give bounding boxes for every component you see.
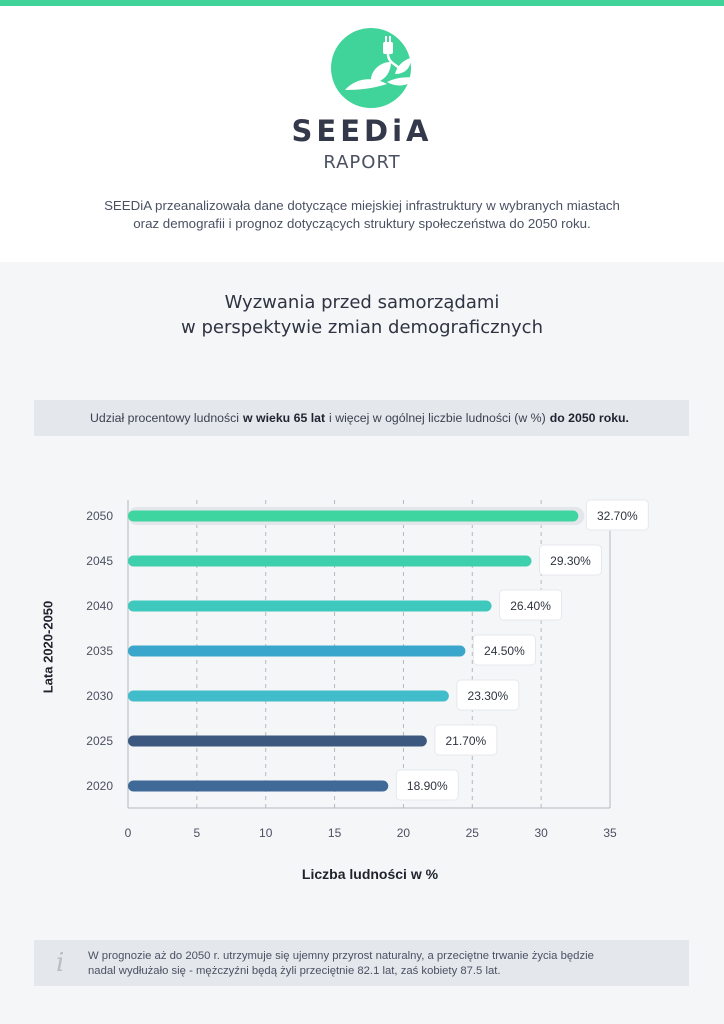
x-tick-label: 30 bbox=[534, 826, 548, 840]
value-label-box bbox=[395, 769, 459, 801]
data-label: 26.40% bbox=[510, 599, 551, 613]
seedia-logo-icon bbox=[331, 28, 417, 108]
chart-description-band: Udział procentowy ludności w wieku 65 la… bbox=[34, 400, 689, 436]
section-title-line-1: Wyzwania przed samorządami bbox=[224, 292, 500, 313]
x-axis-title: Liczba ludności w % bbox=[301, 866, 439, 882]
bar bbox=[128, 600, 492, 612]
bar bbox=[128, 645, 466, 657]
band-text-pre: Udział procentowy ludności bbox=[90, 411, 240, 425]
info-note-text: W prognozie aż do 2050 r. utrzymuje się … bbox=[88, 949, 678, 979]
report-label: RAPORT bbox=[323, 152, 401, 173]
x-tick-label: 15 bbox=[328, 826, 342, 840]
section-title: Wyzwania przed samorządami w perspektywi… bbox=[0, 290, 724, 340]
intro-line-1: SEEDiA przeanalizowała dane dotyczące mi… bbox=[104, 198, 620, 213]
info-note-line-2: nadal wydłużało się - mężczyźni będą żyl… bbox=[88, 965, 501, 977]
section-title-line-2: w perspektywie zmian demograficznych bbox=[181, 317, 543, 338]
bar bbox=[128, 690, 449, 702]
value-label-box bbox=[456, 679, 520, 711]
y-tick-label: 2050 bbox=[86, 509, 113, 523]
bar bbox=[128, 735, 427, 747]
top-accent-bar bbox=[0, 0, 724, 6]
bar bbox=[128, 555, 532, 567]
band-text-bold-year: do 2050 roku. bbox=[549, 411, 629, 425]
value-label-box bbox=[585, 499, 649, 531]
value-label-box bbox=[499, 589, 563, 621]
data-label: 29.30% bbox=[550, 554, 591, 568]
intro-line-2: oraz demografii i prognoz dotyczących st… bbox=[133, 216, 591, 231]
y-tick-label: 2025 bbox=[86, 734, 113, 748]
data-label: 21.70% bbox=[445, 734, 486, 748]
y-tick-label: 2020 bbox=[86, 779, 113, 793]
bar bbox=[128, 780, 389, 792]
x-tick-label: 10 bbox=[259, 826, 273, 840]
y-tick-label: 2035 bbox=[86, 644, 113, 658]
x-tick-label: 0 bbox=[125, 826, 132, 840]
chart-section-background bbox=[0, 262, 724, 1024]
data-label: 18.90% bbox=[407, 779, 448, 793]
x-tick-label: 25 bbox=[466, 826, 480, 840]
info-note: i W prognozie aż do 2050 r. utrzymuje si… bbox=[34, 940, 689, 986]
x-tick-label: 20 bbox=[397, 826, 411, 840]
y-tick-label: 2045 bbox=[86, 554, 113, 568]
bar bbox=[128, 510, 579, 522]
data-label: 23.30% bbox=[468, 689, 509, 703]
x-tick-label: 35 bbox=[603, 826, 617, 840]
band-text-mid: i więcej w ogólnej liczbie ludności (w %… bbox=[329, 411, 546, 425]
intro-text: SEEDiA przeanalizowała dane dotyczące mi… bbox=[40, 197, 684, 233]
info-icon: i bbox=[56, 948, 65, 978]
brand-name: SEEDiA bbox=[291, 114, 433, 148]
info-note-line-1: W prognozie aż do 2050 r. utrzymuje się … bbox=[88, 950, 594, 962]
data-label: 32.70% bbox=[597, 509, 638, 523]
band-text-bold-age: w wieku 65 lat bbox=[243, 411, 326, 425]
value-label-box bbox=[472, 634, 536, 666]
data-label: 24.50% bbox=[484, 644, 525, 658]
x-tick-label: 5 bbox=[194, 826, 201, 840]
value-label-box bbox=[434, 724, 498, 756]
y-tick-label: 2040 bbox=[86, 599, 113, 613]
value-label-box bbox=[539, 544, 603, 576]
y-tick-label: 2030 bbox=[86, 689, 113, 703]
